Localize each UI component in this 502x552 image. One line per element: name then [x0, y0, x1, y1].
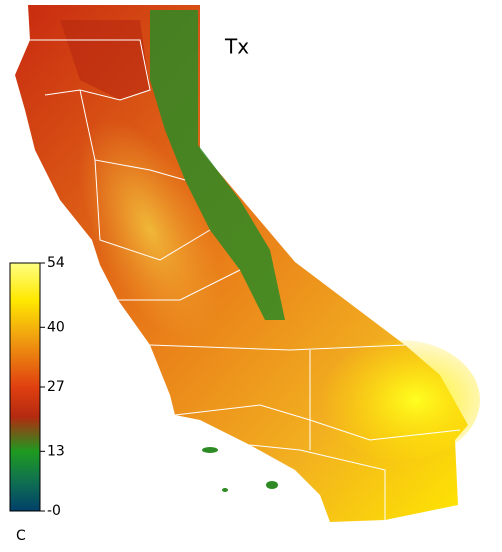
island	[266, 481, 278, 489]
california	[15, 5, 480, 522]
colorbar-tick-label: 13	[47, 443, 65, 459]
colorbar-tick-label: -0	[47, 503, 61, 519]
mountains	[150, 10, 285, 320]
colorbar-tick-label: 54	[47, 255, 65, 271]
colorbar-tick-label: 27	[47, 379, 65, 395]
central-valley	[78, 118, 222, 342]
island	[202, 447, 218, 453]
colorbar-tick-label: 40	[47, 319, 65, 335]
island	[222, 488, 228, 492]
map-title: Tx	[224, 35, 249, 59]
colorbar-unit: C	[16, 528, 26, 544]
county-lines	[30, 39, 461, 520]
colorbar	[9, 262, 41, 512]
desert	[320, 340, 480, 460]
